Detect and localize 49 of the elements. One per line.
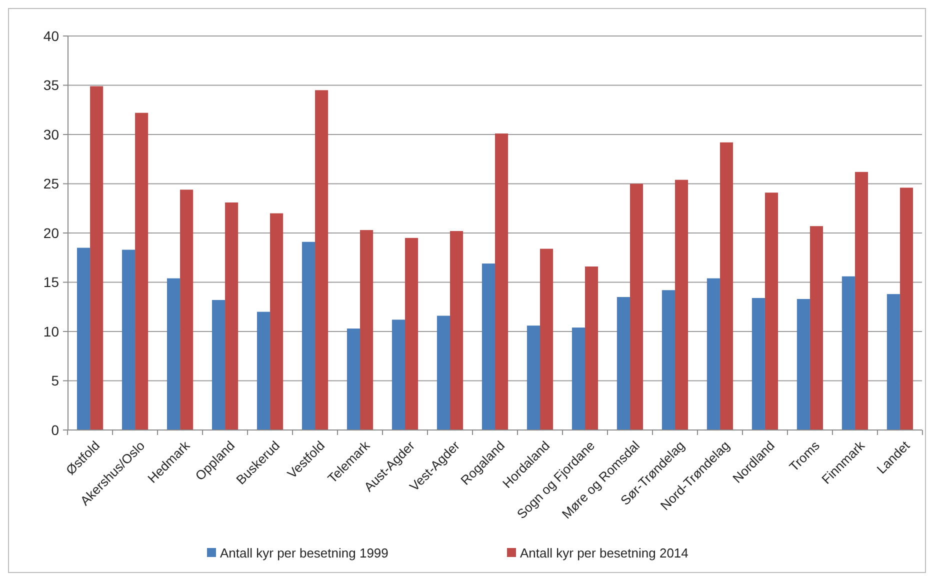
bar bbox=[436, 316, 450, 430]
bar bbox=[405, 238, 418, 430]
y-tick-label: 10 bbox=[43, 323, 60, 340]
y-tick-label: 30 bbox=[43, 126, 60, 142]
bar bbox=[674, 180, 688, 430]
y-tick-label: 0 bbox=[51, 422, 60, 438]
bar bbox=[572, 328, 585, 430]
bar bbox=[616, 297, 630, 430]
y-tick-label: 35 bbox=[43, 77, 60, 94]
bar bbox=[166, 278, 180, 430]
bar bbox=[315, 90, 328, 430]
bar bbox=[810, 226, 824, 430]
y-tick-label: 5 bbox=[51, 372, 60, 389]
bar bbox=[450, 231, 464, 430]
bar bbox=[302, 242, 316, 430]
bar bbox=[886, 294, 900, 430]
bar bbox=[842, 276, 855, 430]
bar bbox=[526, 326, 540, 430]
bar bbox=[180, 190, 194, 430]
y-tick-label: 15 bbox=[43, 274, 60, 290]
bar bbox=[796, 298, 810, 430]
bar bbox=[122, 250, 136, 430]
bar bbox=[540, 248, 554, 430]
legend-label: Antall kyr per besetning 2014 bbox=[520, 546, 688, 561]
bar bbox=[360, 230, 374, 430]
bar bbox=[752, 298, 765, 430]
bar bbox=[495, 134, 508, 430]
bar bbox=[482, 264, 495, 430]
bar bbox=[270, 213, 284, 430]
bar bbox=[135, 112, 148, 430]
bar bbox=[90, 86, 104, 430]
bar bbox=[584, 266, 598, 430]
bar bbox=[630, 184, 644, 430]
bar bbox=[720, 142, 734, 430]
bar bbox=[256, 312, 270, 430]
y-tick-label: 20 bbox=[43, 224, 60, 241]
bar bbox=[764, 192, 778, 430]
bar bbox=[77, 248, 90, 430]
bar bbox=[854, 172, 868, 430]
bar bbox=[212, 300, 226, 430]
y-tick-label: 25 bbox=[43, 176, 60, 192]
bar bbox=[346, 328, 360, 430]
legend-label: Antall kyr per besetning 1999 bbox=[220, 546, 388, 561]
bar bbox=[662, 290, 675, 430]
bar bbox=[706, 278, 720, 430]
y-tick-label: 40 bbox=[43, 28, 60, 44]
bar bbox=[225, 202, 238, 430]
bar bbox=[392, 320, 406, 430]
bar bbox=[900, 188, 913, 430]
